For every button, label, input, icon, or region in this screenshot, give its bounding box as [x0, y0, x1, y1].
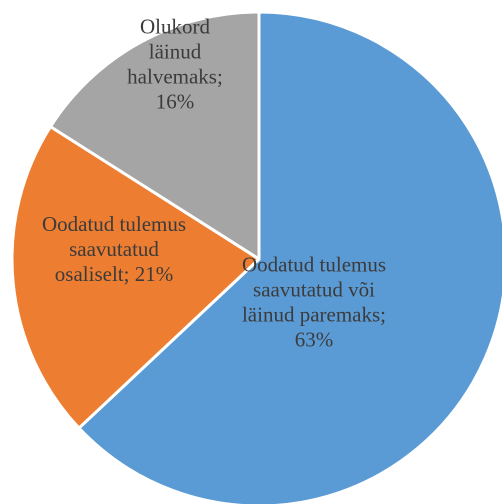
slice-achieved-or-better	[77, 10, 502, 504]
label-line: saavutatud või	[253, 278, 375, 302]
labels-layer: Oodatud tulemus saavutatud või läinud pare…	[42, 15, 386, 352]
label-partially-achieved: Oodatud tulemus saavutatud osaliselt; 21%	[42, 212, 186, 286]
label-worsened: Olukord läinud halvemaks; 16%	[127, 15, 223, 114]
label-line: 16%	[156, 90, 195, 114]
label-line: Oodatud tulemus	[42, 212, 186, 236]
label-line: Olukord	[140, 15, 210, 39]
label-line: osaliselt; 21%	[55, 262, 173, 286]
label-line: 63%	[295, 328, 334, 352]
label-line: Oodatud tulemus	[242, 253, 386, 277]
label-achieved-or-better: Oodatud tulemus saavutatud või läinud pare…	[242, 253, 386, 352]
label-line: saavutatud	[69, 237, 159, 261]
label-line: läinud paremaks;	[242, 303, 386, 327]
slice-partially-achieved	[10, 125, 261, 430]
slice-worsened	[48, 10, 261, 261]
label-line: halvemaks;	[127, 65, 223, 89]
slices-layer	[10, 10, 502, 504]
label-line: läinud	[149, 40, 202, 64]
